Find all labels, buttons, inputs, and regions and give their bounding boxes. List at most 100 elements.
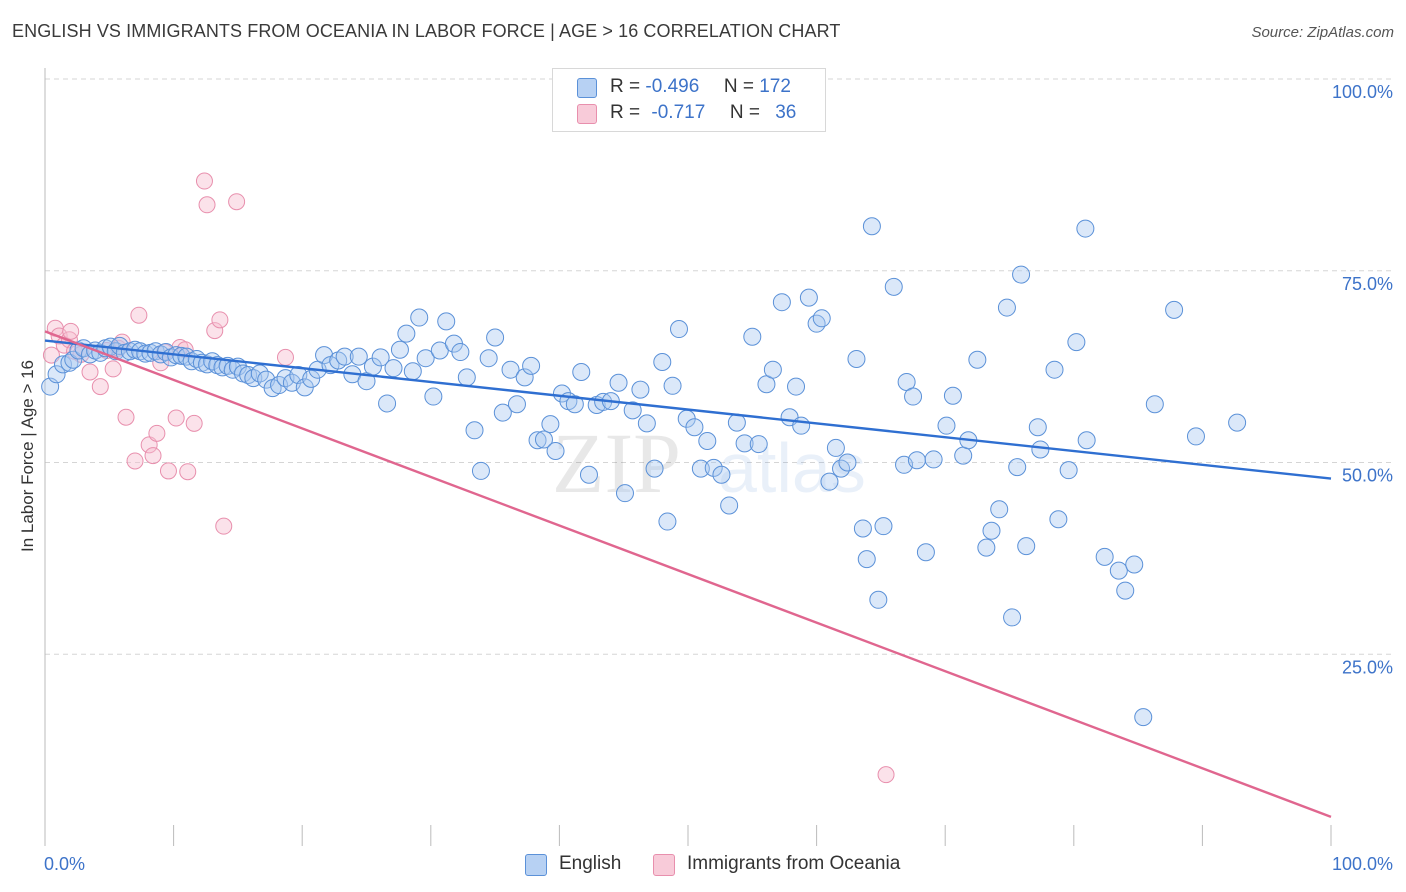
chart-source: Source: ZipAtlas.com — [1251, 24, 1394, 41]
english-point — [315, 346, 334, 365]
y-tick-label: 100.0% — [1332, 82, 1393, 102]
english-point — [1134, 708, 1153, 727]
english-point — [1145, 395, 1164, 414]
english-point — [457, 368, 476, 387]
english-point — [397, 324, 416, 343]
oceania-point — [276, 348, 294, 366]
legend-english-swatch — [525, 854, 547, 876]
english-point — [371, 348, 390, 367]
oceania-point — [877, 766, 895, 784]
english-point — [390, 340, 409, 359]
english-point — [838, 453, 857, 472]
oceania-point — [206, 322, 224, 340]
english-point — [712, 465, 731, 484]
oceania-n-value: 36 — [775, 102, 797, 123]
english-point — [384, 359, 403, 378]
legend-oceania-swatch — [653, 854, 675, 876]
oceania-point — [91, 378, 109, 396]
english-point — [812, 309, 831, 328]
oceania-point — [42, 346, 60, 364]
oceania-point — [185, 414, 203, 432]
english-point — [735, 434, 754, 453]
english-point — [465, 421, 484, 440]
oceania-point — [211, 311, 229, 329]
english-point — [424, 387, 443, 406]
legend-english-label: English — [559, 853, 622, 874]
english-n-value: 172 — [759, 76, 791, 97]
english-point — [47, 365, 66, 384]
english-point — [749, 435, 768, 454]
y-tick-label: 25.0% — [1342, 657, 1393, 677]
english-point — [847, 349, 866, 368]
trend-lines — [44, 330, 1332, 818]
english-point — [572, 362, 591, 381]
oceania-point — [144, 447, 162, 465]
english-point — [198, 355, 217, 374]
english-points — [41, 217, 1247, 727]
english-point — [977, 538, 996, 557]
english-point — [1095, 547, 1114, 566]
oceania-point — [167, 409, 185, 427]
english-point — [1186, 427, 1205, 446]
english-point — [826, 438, 845, 457]
english-point — [924, 450, 943, 469]
english-point — [869, 590, 888, 609]
english-point — [1008, 458, 1027, 477]
english-point — [943, 386, 962, 405]
english-point — [416, 349, 435, 368]
oceania-r-value: -0.717 — [651, 102, 706, 123]
series-legend: English Immigrants from Oceania — [0, 852, 1406, 878]
english-point — [658, 512, 677, 531]
oceania-point — [104, 360, 122, 378]
x-tick-label: 100.0% — [1332, 854, 1393, 874]
english-point — [546, 441, 565, 460]
english-point — [493, 403, 512, 422]
english-point — [515, 368, 534, 387]
oceania-r-label: R = — [610, 102, 641, 123]
english-point — [807, 314, 826, 333]
english-point — [968, 350, 987, 369]
english-point — [378, 394, 397, 413]
english-point — [1125, 555, 1144, 574]
english-point — [663, 376, 682, 395]
english-point — [990, 500, 1009, 519]
english-point — [565, 395, 584, 414]
english-point — [552, 384, 571, 403]
english-point — [631, 380, 650, 399]
english-point — [1049, 510, 1068, 529]
english-point — [669, 320, 688, 339]
oceania-point — [81, 363, 99, 381]
english-point — [410, 308, 429, 327]
english-point — [884, 277, 903, 296]
english-point — [874, 517, 893, 536]
y-tick-label: 50.0% — [1342, 466, 1393, 486]
english-point — [997, 298, 1016, 317]
watermark: ZIP atlas — [552, 415, 866, 511]
english-point — [720, 496, 739, 515]
chart-title: ENGLISH VS IMMIGRANTS FROM OCEANIA IN LA… — [12, 21, 841, 41]
english-point — [1012, 265, 1031, 284]
oceania-point — [159, 462, 177, 480]
stats-legend: R = -0.496 N = 172 R = -0.717 N = 36 — [552, 68, 826, 132]
english-point — [904, 387, 923, 406]
english-point — [1017, 537, 1036, 556]
english-point — [1228, 413, 1247, 432]
oceania-swatch — [577, 104, 597, 124]
english-point — [853, 519, 872, 538]
oceania-point — [126, 452, 144, 470]
english-point — [1045, 360, 1064, 379]
english-point — [534, 430, 553, 449]
english-point — [799, 288, 818, 307]
english-point — [541, 415, 560, 434]
english-r-label: R = — [610, 76, 641, 97]
english-point — [335, 347, 354, 366]
oceania-point — [179, 463, 197, 481]
english-point — [857, 550, 876, 569]
tick-labels: 25.0% 50.0% 75.0% 100.0% 0.0% 100.0% — [44, 82, 1393, 874]
oceania-n-label: N = — [729, 102, 760, 123]
english-point — [691, 459, 710, 478]
english-point — [862, 217, 881, 236]
english-point — [1003, 608, 1022, 627]
english-point — [1077, 431, 1096, 450]
english-point — [1076, 219, 1095, 238]
